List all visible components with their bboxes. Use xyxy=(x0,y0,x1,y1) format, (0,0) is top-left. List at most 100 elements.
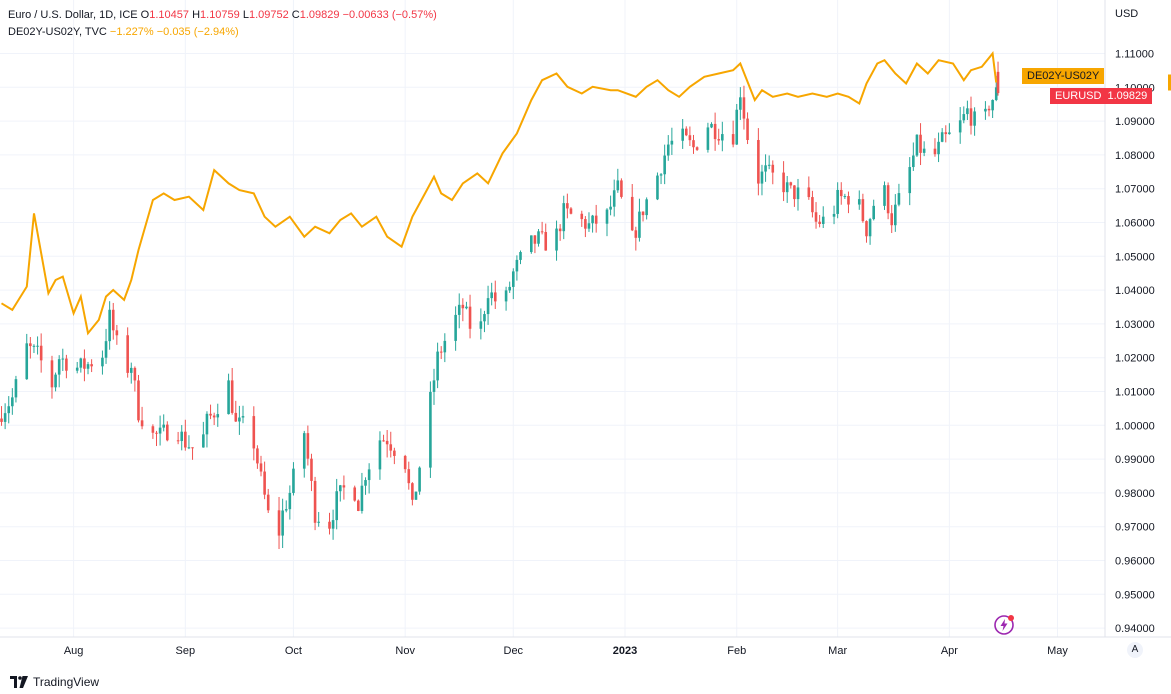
lightning-icon[interactable] xyxy=(993,614,1015,636)
candle xyxy=(493,280,497,310)
candle-body xyxy=(580,213,584,220)
candle xyxy=(11,388,14,415)
spread-price-tag: DE02Y-US02Y xyxy=(1022,68,1105,84)
candle-body xyxy=(919,134,922,153)
candle xyxy=(191,447,194,460)
x-tick-label: Dec xyxy=(504,645,524,657)
candle xyxy=(479,308,483,340)
candle xyxy=(259,455,263,477)
time-axis[interactable]: Aug Sep Oct Nov Dec 2023 Feb Mar Apr May xyxy=(0,636,1171,657)
candle xyxy=(454,306,457,351)
candle-body xyxy=(331,520,335,529)
candle xyxy=(306,425,310,466)
candle xyxy=(457,293,461,329)
candle-body xyxy=(364,480,367,486)
candle xyxy=(108,301,111,350)
candle xyxy=(36,336,39,355)
candle xyxy=(292,462,295,496)
candle xyxy=(50,355,54,399)
y-tick-label: 0.97000 xyxy=(1115,522,1155,534)
legend-open-label: O xyxy=(140,9,150,21)
candle-body xyxy=(115,330,119,336)
candle xyxy=(151,424,155,439)
candle xyxy=(65,354,68,379)
candle xyxy=(155,430,158,447)
candle-body xyxy=(158,427,162,434)
candle xyxy=(764,154,767,182)
candle xyxy=(104,328,108,364)
candle-body xyxy=(785,182,789,193)
candle xyxy=(767,155,771,170)
candle xyxy=(508,281,511,293)
price-axis[interactable]: 1.110001.100001.090001.080001.070001.060… xyxy=(998,0,1171,637)
candle-body xyxy=(555,228,558,251)
candle xyxy=(133,366,137,392)
candle-body xyxy=(187,447,191,449)
candle-body xyxy=(713,123,717,140)
candle-body xyxy=(259,463,263,472)
y-tick-label: 1.08000 xyxy=(1115,150,1155,162)
candle-body xyxy=(717,139,721,141)
candle xyxy=(385,429,389,458)
candle-body xyxy=(292,468,295,493)
candle xyxy=(61,348,65,372)
candle xyxy=(432,368,436,405)
candle xyxy=(407,461,411,490)
candle-body xyxy=(36,345,39,347)
candle-body xyxy=(818,221,821,225)
candle-body xyxy=(796,187,800,200)
candle xyxy=(504,286,508,311)
candle xyxy=(331,509,335,540)
candle xyxy=(83,349,86,382)
candle xyxy=(483,310,486,333)
candle xyxy=(468,294,472,339)
candle-body xyxy=(29,343,32,347)
candle-body xyxy=(479,321,483,329)
legend-close-value: 1.09829 xyxy=(299,9,340,21)
candle-body xyxy=(533,235,537,244)
autoscale-button[interactable]: A xyxy=(1127,642,1143,658)
candle xyxy=(890,205,894,234)
candle xyxy=(836,182,839,219)
candle-body xyxy=(418,467,421,492)
candle-body xyxy=(140,420,144,427)
candle-body xyxy=(429,391,432,468)
candle-body xyxy=(908,167,912,194)
spread-axis-marker xyxy=(1168,74,1171,91)
candle-body xyxy=(695,147,699,150)
candle xyxy=(158,415,162,446)
candle-body xyxy=(385,440,389,445)
candle-body xyxy=(252,416,256,449)
candle xyxy=(731,120,735,148)
candle xyxy=(659,173,663,185)
candle xyxy=(969,96,973,135)
candle xyxy=(630,184,634,232)
candle-body xyxy=(984,108,987,112)
candle-body xyxy=(994,87,998,100)
candle xyxy=(933,138,937,157)
candle-body xyxy=(886,185,890,214)
eurusd-tag-label: EURUSD xyxy=(1055,90,1102,102)
candle-body xyxy=(742,97,746,119)
candle-body xyxy=(620,180,623,197)
candle xyxy=(612,179,616,217)
candle-body xyxy=(508,286,511,291)
y-tick-label: 0.96000 xyxy=(1115,556,1155,568)
candle xyxy=(681,119,684,149)
candle xyxy=(54,372,57,392)
eurusd-price-tag: EURUSD 1.09829 xyxy=(1050,88,1153,104)
candle xyxy=(176,431,180,445)
y-tick-label: 1.03000 xyxy=(1115,319,1155,331)
candle-body xyxy=(313,480,317,523)
candle-body xyxy=(230,380,234,413)
legend-high-label: H xyxy=(192,9,201,21)
candle xyxy=(580,210,584,227)
candle xyxy=(566,193,569,219)
legend-open-value: 1.10457 xyxy=(149,9,189,21)
candle xyxy=(656,172,659,201)
candle xyxy=(544,223,548,251)
candle-body xyxy=(382,440,385,442)
x-tick-label: Nov xyxy=(395,645,415,657)
candle xyxy=(558,224,562,241)
